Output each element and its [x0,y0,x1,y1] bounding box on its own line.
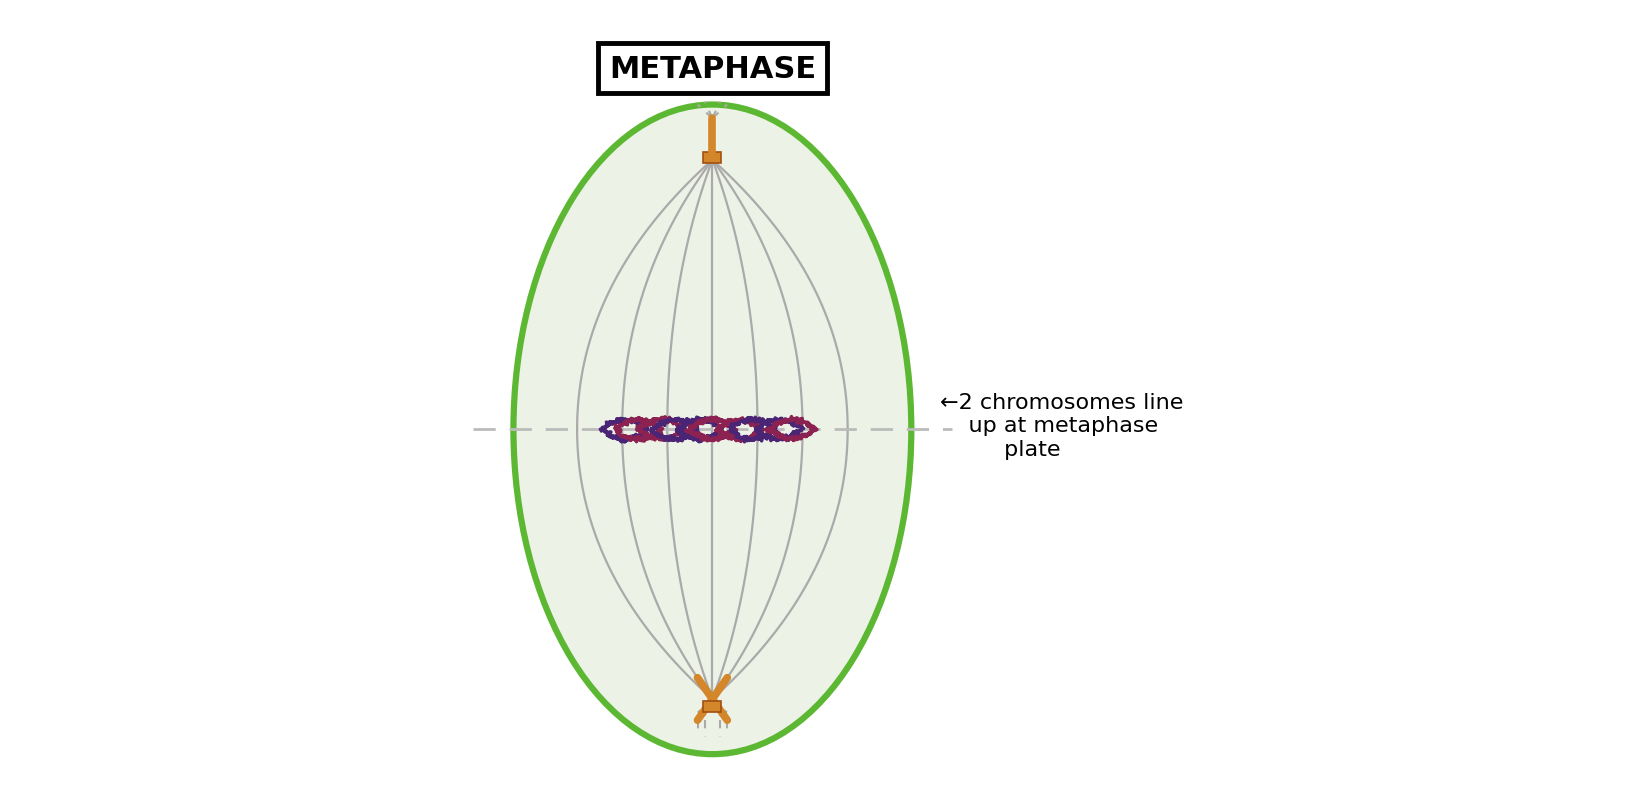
FancyBboxPatch shape [704,153,722,164]
FancyBboxPatch shape [704,702,722,712]
Text: METAPHASE: METAPHASE [608,54,815,84]
Text: ←2 chromosomes line
    up at metaphase
         plate: ←2 chromosomes line up at metaphase plat… [940,393,1184,459]
Ellipse shape [513,105,911,754]
